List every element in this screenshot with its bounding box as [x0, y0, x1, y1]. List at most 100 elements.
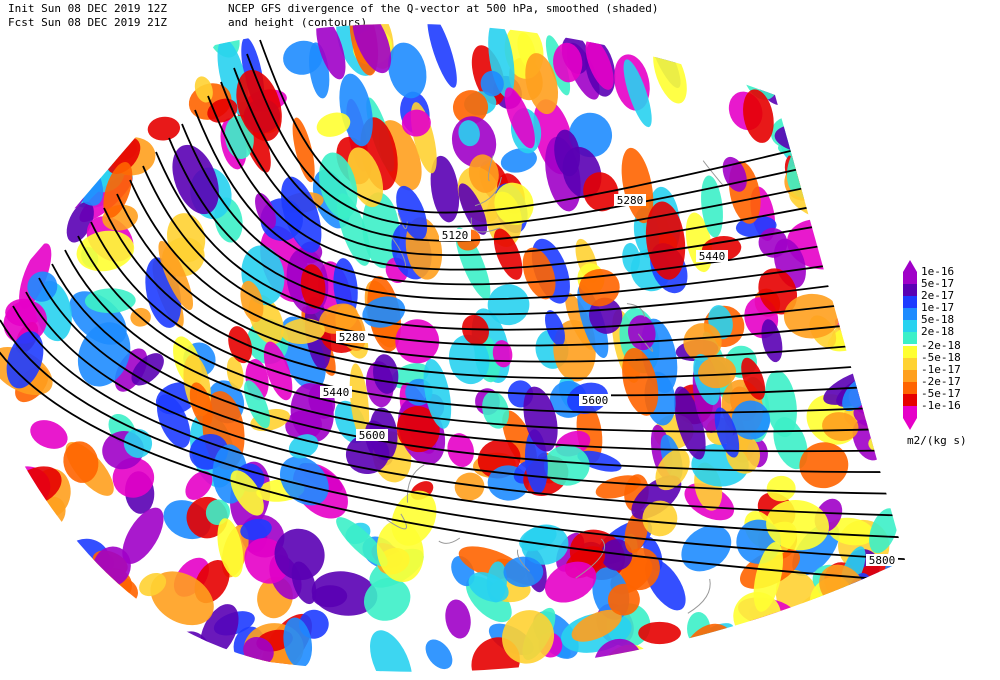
shading-blob	[30, 608, 64, 669]
shading-blob	[373, 354, 399, 394]
coastline	[406, 464, 425, 503]
shading-blob	[283, 617, 313, 668]
legend-arrow-bottom	[903, 418, 917, 430]
shading-blob	[569, 112, 613, 158]
shading-blob	[63, 134, 87, 179]
shading-blob	[809, 23, 858, 64]
shading-blob	[147, 116, 181, 141]
shading-blob	[859, 634, 905, 672]
shading-blob	[185, 471, 213, 500]
shading-blob	[32, 577, 69, 637]
height-contour	[155, 151, 905, 331]
shading-blob	[869, 508, 898, 554]
shading-blob	[139, 572, 167, 597]
shading-blob	[681, 525, 732, 572]
shading-blob	[54, 60, 87, 94]
shading-blob	[799, 442, 849, 489]
shading-blob	[674, 643, 712, 670]
shading-blob	[6, 331, 44, 389]
shading-blob	[263, 341, 293, 401]
shading-blob	[595, 475, 641, 499]
shading-blob	[445, 599, 471, 639]
shading-blob	[766, 475, 796, 502]
height-contour	[207, 95, 905, 271]
contour-label-bg	[356, 429, 388, 441]
height-contour	[64, 249, 905, 453]
shading-blob	[623, 59, 652, 128]
shading-blob	[292, 117, 315, 183]
legend-label: 2e-18	[921, 325, 954, 338]
shading-blob	[504, 87, 535, 149]
shading-blob	[762, 30, 804, 55]
height-contour	[0, 333, 905, 583]
contour-label-bg	[439, 229, 471, 241]
legend-units: m2/(kg s)	[907, 434, 967, 447]
shading-blob	[827, 517, 875, 546]
shading-blob	[578, 269, 620, 307]
shading-blob	[55, 40, 100, 79]
shading-blob	[454, 472, 485, 501]
shading-blob	[236, 70, 282, 142]
contour-label: 5280	[339, 331, 366, 344]
shading-blob	[741, 357, 766, 400]
shading-blob	[336, 193, 371, 266]
shading-blob	[554, 129, 581, 177]
legend-label: 2e-17	[921, 289, 954, 302]
shading-blob	[583, 172, 619, 212]
shading-blob	[729, 631, 778, 672]
shading-blob	[544, 561, 597, 603]
shading-blob	[217, 518, 244, 578]
shading-blob	[571, 609, 622, 642]
shading-blob	[607, 583, 640, 616]
contour-label: 5600	[359, 429, 386, 442]
shading-blob	[370, 630, 413, 672]
shading-blob	[425, 639, 453, 670]
shading-blob	[482, 391, 509, 429]
height-contour	[116, 193, 905, 380]
legend-label: -2e-17	[921, 375, 961, 388]
shading-blob	[758, 268, 798, 315]
shading-blob	[817, 36, 851, 70]
shading-blob	[35, 64, 86, 113]
shading-blob	[122, 507, 164, 564]
contour-label-bg	[579, 394, 611, 406]
shading-blob	[740, 643, 777, 670]
shading-blob	[240, 518, 272, 541]
shading-blob	[447, 433, 474, 467]
coastline	[487, 155, 494, 182]
shading-blob	[811, 23, 876, 59]
shading-blob	[283, 40, 323, 75]
legend-swatch	[903, 394, 917, 406]
coastline	[575, 538, 606, 579]
height-contour	[12, 305, 905, 539]
shading-blob	[545, 310, 565, 346]
height-contour	[194, 109, 905, 286]
shading-blob	[316, 23, 346, 80]
shading-blob	[27, 271, 58, 302]
legend-swatch	[903, 358, 917, 370]
height-contour	[51, 263, 905, 473]
shading-blob	[255, 192, 277, 229]
title: NCEP GFS divergence of the Q-vector at 5…	[228, 2, 658, 15]
init-text: Init Sun 08 DEC 2019 12Z	[8, 2, 167, 15]
shading-blob	[312, 585, 348, 608]
legend-swatch	[903, 272, 917, 284]
shading-blob	[423, 358, 452, 429]
legend-label: -1e-16	[921, 399, 961, 412]
contour-label-bg	[320, 386, 352, 398]
contour-label: 5120	[442, 229, 469, 242]
legend-swatch	[903, 382, 917, 394]
shading-blob	[589, 297, 623, 334]
height-contour	[233, 67, 905, 242]
shading-blob	[20, 593, 51, 623]
legend-label: 1e-17	[921, 301, 954, 314]
legend-swatch	[903, 320, 917, 332]
height-contour	[103, 207, 905, 397]
coastline	[687, 578, 711, 614]
shading-blob	[363, 577, 411, 621]
shading-blob	[553, 42, 583, 83]
shading-blob	[486, 561, 507, 603]
shading-blob	[156, 394, 191, 448]
legend-swatch	[903, 370, 917, 382]
